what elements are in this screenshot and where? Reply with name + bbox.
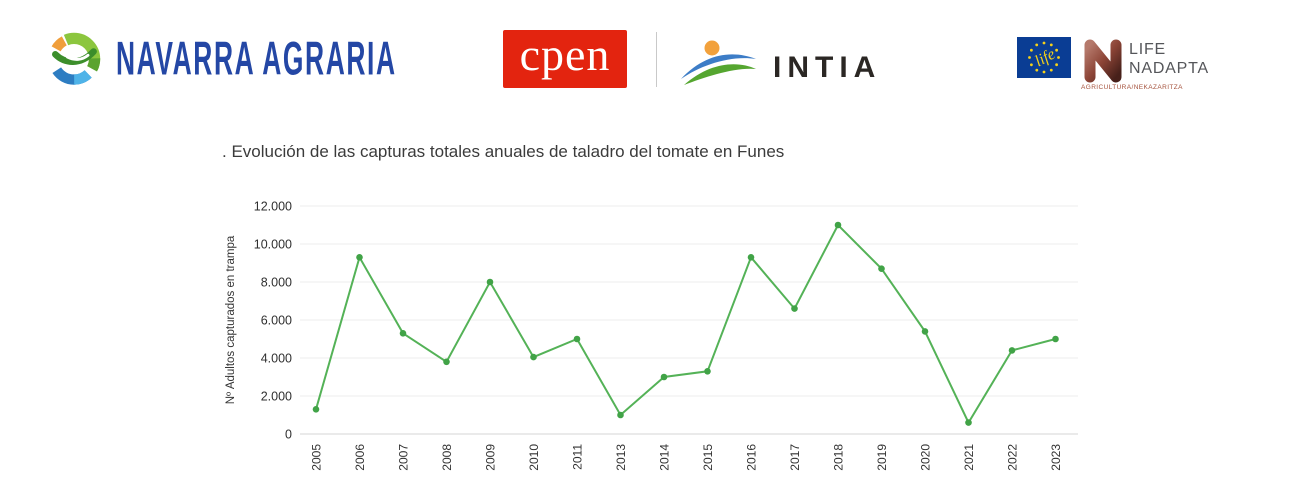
life-nadapta-line1: LIFE bbox=[1129, 41, 1166, 58]
data-point bbox=[704, 368, 711, 375]
eu-star bbox=[1028, 56, 1031, 59]
eu-star bbox=[1049, 68, 1053, 72]
eu-star bbox=[1030, 48, 1033, 52]
x-tick-label: 2016 bbox=[745, 444, 759, 471]
y-tick-label: 0 bbox=[285, 428, 292, 442]
x-tick-label: 2021 bbox=[962, 444, 976, 471]
x-tick-label: 2009 bbox=[484, 444, 498, 471]
data-point bbox=[486, 278, 494, 286]
x-tick-label: 2020 bbox=[919, 444, 933, 471]
x-tick-label: 2006 bbox=[353, 444, 367, 471]
y-tick-label: 8.000 bbox=[261, 276, 292, 290]
chart-title: . Evolución de las capturas totales anua… bbox=[222, 142, 785, 161]
x-tick-label: 2022 bbox=[1006, 444, 1020, 471]
navarra-agraria-wordmark: NAVARRA AGRARIA bbox=[116, 32, 397, 85]
y-tick-label: 2.000 bbox=[261, 390, 292, 404]
x-tick-label: 2015 bbox=[701, 444, 715, 471]
data-point bbox=[1008, 347, 1016, 354]
x-tick-label: 2014 bbox=[658, 444, 672, 471]
intia-icon bbox=[681, 40, 756, 85]
life-nadapta-subtitle: AGRICULTURA/NEKAZARITZA bbox=[1081, 84, 1183, 91]
data-point bbox=[878, 265, 885, 272]
eu-star bbox=[1042, 41, 1046, 45]
eu-star bbox=[1055, 48, 1058, 52]
y-tick-label: 10.000 bbox=[254, 238, 292, 252]
y-tick-label: 6.000 bbox=[261, 314, 292, 328]
x-tick-label: 2007 bbox=[397, 444, 411, 471]
data-point bbox=[399, 330, 407, 337]
data-point bbox=[573, 335, 581, 343]
navarra-agraria-icon bbox=[47, 32, 101, 86]
data-point bbox=[921, 328, 929, 335]
data-point bbox=[747, 254, 755, 261]
eu-star bbox=[1057, 56, 1060, 59]
y-tick-label: 4.000 bbox=[261, 352, 292, 366]
y-tick-label: 12.000 bbox=[254, 200, 292, 214]
x-tick-label: 2013 bbox=[614, 444, 628, 471]
x-tick-label: 2019 bbox=[875, 444, 889, 471]
x-tick-label: 2017 bbox=[788, 444, 802, 471]
x-tick-label: 2011 bbox=[571, 444, 585, 470]
line-chart: 0 2.000 4.000 6.000 8.000 10.000 12.000 Nº Adul… bbox=[225, 200, 1078, 471]
intia-logo: INTIA bbox=[681, 38, 881, 88]
series-line bbox=[315, 223, 1056, 425]
eu-star bbox=[1055, 63, 1058, 67]
cpen-logo: cpen bbox=[503, 30, 627, 88]
y-axis-title: Nº Adultos capturados en trampa bbox=[225, 235, 237, 404]
eu-star bbox=[1030, 63, 1033, 67]
life-nadapta-line2: NADAPTA bbox=[1129, 60, 1209, 77]
eu-star bbox=[1035, 43, 1039, 47]
nadapta-n-icon bbox=[1084, 39, 1122, 83]
x-tick-label: 2005 bbox=[310, 444, 324, 471]
x-tick-label: 2010 bbox=[527, 444, 541, 471]
data-point bbox=[834, 221, 842, 229]
navarra-agraria-logo: NAVARRA AGRARIA bbox=[45, 30, 467, 88]
x-tick-label: 2018 bbox=[832, 444, 846, 471]
cpen-wordmark: cpen bbox=[519, 29, 611, 80]
x-tick-label: 2008 bbox=[440, 444, 454, 471]
data-point bbox=[791, 305, 798, 312]
data-point bbox=[312, 406, 320, 413]
x-tick-label: 2023 bbox=[1049, 444, 1063, 471]
data-point bbox=[1052, 335, 1059, 343]
data-point bbox=[660, 373, 668, 381]
life-nadapta-wordmark: LIFE NADAPTA bbox=[1129, 40, 1209, 78]
eu-flag-life-icon: life bbox=[1017, 37, 1071, 78]
eu-star bbox=[1049, 43, 1053, 47]
eu-star bbox=[1042, 70, 1046, 74]
data-point bbox=[530, 353, 537, 361]
eu-star bbox=[1035, 68, 1039, 72]
data-point bbox=[965, 419, 972, 426]
data-point bbox=[617, 411, 624, 419]
data-point bbox=[356, 254, 363, 261]
intia-wordmark: INTIA bbox=[773, 51, 882, 84]
data-point bbox=[443, 358, 450, 366]
logo-divider bbox=[656, 32, 657, 87]
